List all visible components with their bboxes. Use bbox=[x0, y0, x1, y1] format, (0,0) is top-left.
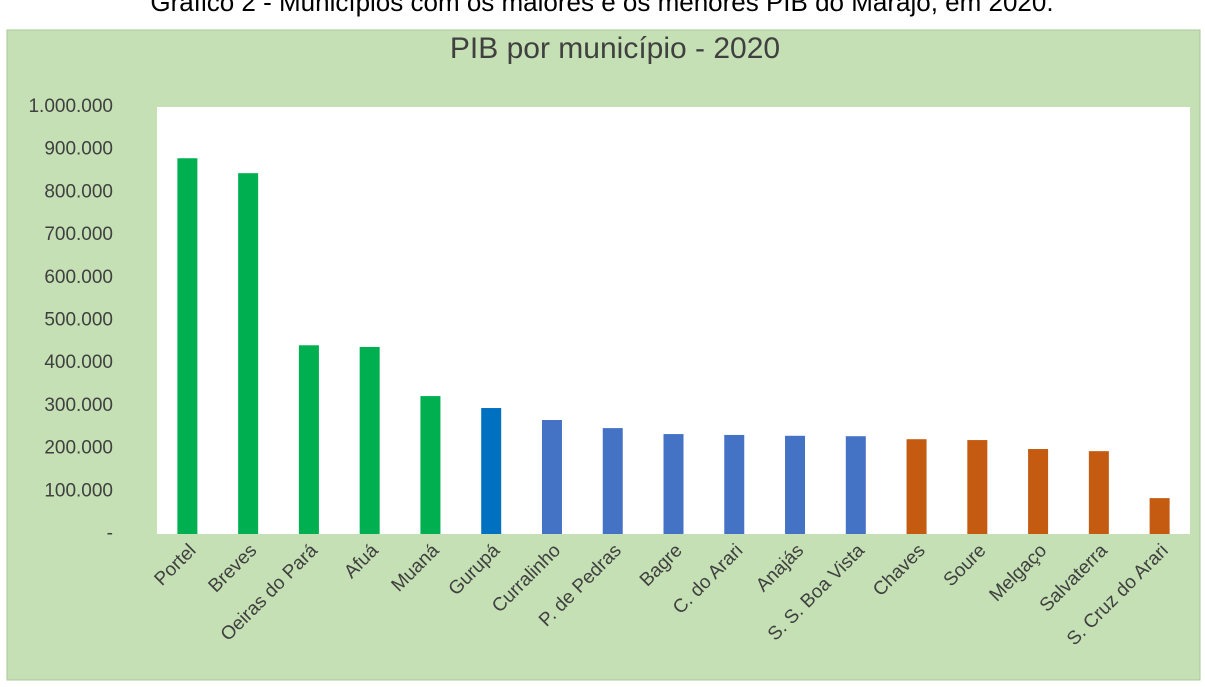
y-tick-label: 300.000 bbox=[44, 395, 113, 416]
bar bbox=[724, 434, 745, 534]
heading: Gráfico 2 - Municípios com os maiores e … bbox=[150, 0, 1053, 17]
y-tick-label: 700.000 bbox=[44, 224, 113, 245]
bar bbox=[1028, 449, 1049, 534]
chart-title: PIB por município - 2020 bbox=[450, 32, 780, 65]
bar bbox=[663, 434, 684, 534]
bar bbox=[420, 396, 441, 534]
y-tick-label: 400.000 bbox=[44, 352, 113, 373]
y-tick-label: 600.000 bbox=[44, 267, 113, 288]
y-tick-label: 1.000.000 bbox=[28, 96, 113, 117]
bar bbox=[1088, 451, 1109, 534]
y-tick-label: 900.000 bbox=[44, 139, 113, 160]
bar bbox=[298, 345, 319, 534]
bar bbox=[785, 435, 806, 534]
y-tick-label: 100.000 bbox=[44, 480, 113, 501]
bar bbox=[602, 428, 623, 534]
y-tick-label: - bbox=[107, 523, 113, 544]
bar bbox=[541, 419, 562, 534]
bar bbox=[967, 440, 988, 534]
bar bbox=[1149, 498, 1170, 534]
bar bbox=[906, 439, 927, 534]
bar bbox=[238, 173, 259, 534]
bar bbox=[177, 158, 198, 535]
y-tick-label: 500.000 bbox=[44, 310, 113, 331]
bar bbox=[359, 346, 380, 534]
bar bbox=[481, 408, 502, 534]
y-tick-label: 200.000 bbox=[44, 438, 113, 459]
bar bbox=[845, 436, 866, 534]
y-tick-label: 800.000 bbox=[44, 181, 113, 202]
